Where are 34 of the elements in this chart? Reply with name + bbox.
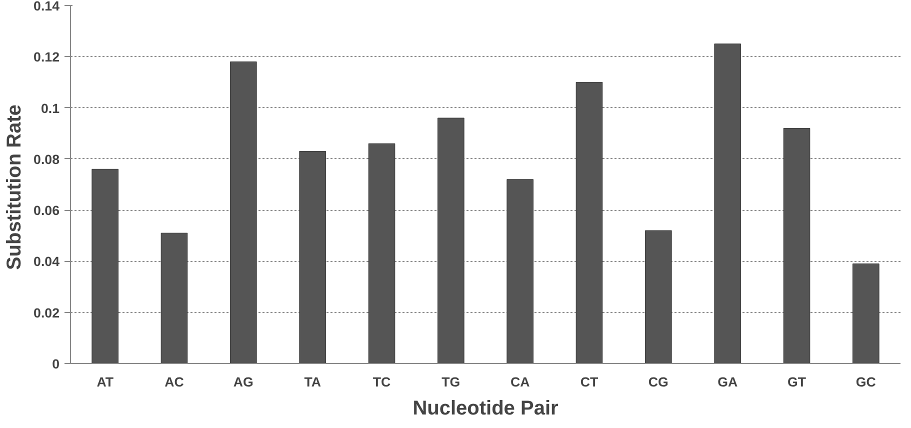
y-axis-title: Substitution Rate [4, 104, 26, 270]
x-tick-label: CT [580, 374, 598, 390]
x-tick-label: CA [510, 374, 530, 390]
y-tick-label: 0.02 [34, 305, 60, 320]
bar [645, 230, 672, 364]
x-tick-label: TG [442, 374, 460, 390]
y-tick-label: 0 [52, 356, 60, 372]
bar [506, 179, 534, 364]
y-tick-label: 0.06 [34, 203, 60, 218]
bar [438, 118, 464, 364]
y-tick-label: 0.1 [40, 100, 60, 116]
x-tick-label: TA [304, 374, 322, 390]
y-tick-label: 0.14 [34, 0, 60, 14]
x-tick-label: CG [648, 374, 668, 390]
x-tick-label: AT [96, 374, 114, 390]
x-tick-label: AG [233, 374, 254, 390]
bar [576, 82, 603, 364]
x-tick-label: AC [164, 374, 184, 390]
bar [714, 44, 741, 364]
y-tick-label: 0.12 [34, 50, 60, 65]
x-axis-title: Nucleotide Pair [412, 398, 559, 420]
bar [852, 264, 880, 364]
x-tick-label: GA [718, 374, 738, 390]
bar [160, 232, 188, 364]
bar [299, 151, 326, 364]
bar [783, 128, 810, 364]
x-tick-label: GT [787, 374, 806, 390]
x-tick-label: TC [372, 374, 392, 390]
y-tick-label: 0.08 [34, 152, 60, 167]
y-tick-label: 0.04 [34, 254, 60, 270]
bar [230, 62, 257, 364]
x-tick-label: GC [856, 374, 876, 390]
bar [92, 168, 118, 364]
bar [368, 143, 396, 364]
